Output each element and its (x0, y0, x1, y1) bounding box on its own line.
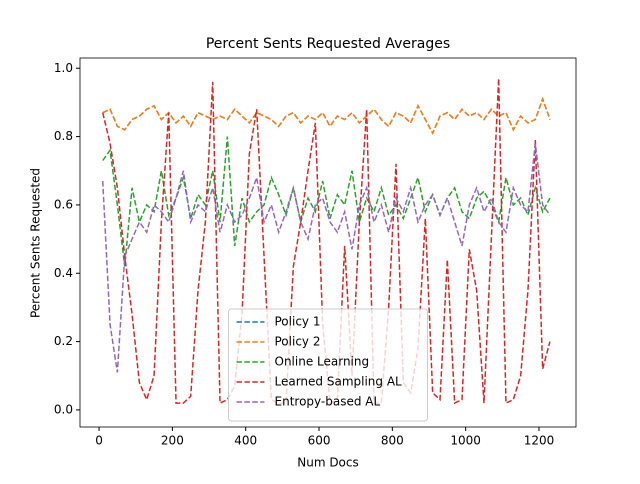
x-tick-label: 200 (161, 434, 184, 448)
x-tick-label: 0 (95, 434, 103, 448)
x-axis-label: Num Docs (297, 456, 359, 470)
x-tick-label: 800 (381, 434, 404, 448)
y-tick-label: 0.2 (54, 334, 73, 348)
x-tick-label: 600 (308, 434, 331, 448)
data-line (101, 143, 551, 373)
x-tick-label: 400 (234, 434, 257, 448)
legend-label: Online Learning (275, 355, 370, 369)
legend-label: Entropy-based AL (275, 395, 381, 409)
legend-label: Policy 2 (275, 335, 321, 349)
y-tick-label: 0.4 (54, 266, 73, 280)
data-line (102, 96, 551, 135)
plot-frame (79, 57, 577, 428)
y-tick-label: 0.8 (54, 129, 73, 143)
y-tick-label: 0.0 (54, 402, 73, 416)
chart-title: Percent Sents Requested Averages (206, 36, 450, 52)
x-tick-label: 1000 (450, 434, 481, 448)
y-axis-label: Percent Sents Requested (29, 168, 43, 318)
y-tick-label: 0.6 (54, 197, 73, 211)
legend-label: Learned Sampling AL (275, 375, 403, 389)
y-tick-label: 1.0 (54, 61, 73, 75)
x-tick-label: 1200 (524, 434, 555, 448)
legend-box (228, 308, 428, 422)
legend-label: Policy 1 (275, 315, 321, 329)
